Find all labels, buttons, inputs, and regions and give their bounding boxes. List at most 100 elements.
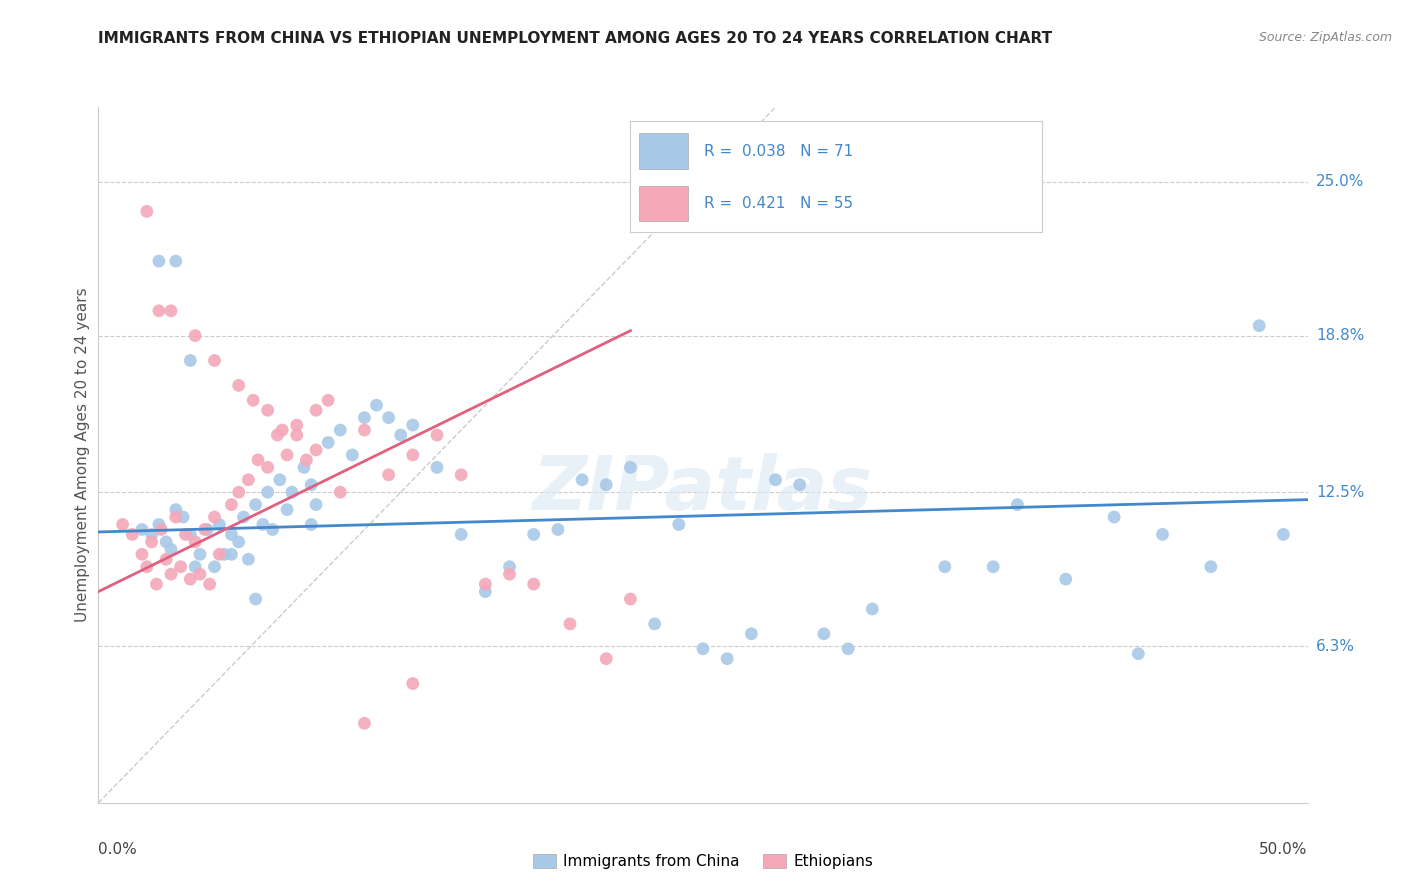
Point [426,428,449,442]
Point [837,641,859,656]
Point [245,592,267,607]
Point [256,460,278,475]
Point [269,473,291,487]
Point [299,517,322,532]
Point [195,523,218,537]
Point [141,535,163,549]
Point [150,523,173,537]
Point [221,547,243,561]
Point [148,303,170,318]
Point [377,410,399,425]
Point [271,423,294,437]
Point [474,577,496,591]
Point [299,477,322,491]
Point [155,552,177,566]
Text: 25.0%: 25.0% [1316,174,1364,189]
Point [131,547,153,561]
Point [523,527,546,541]
Point [1007,498,1029,512]
Point [212,547,235,561]
Point [262,523,284,537]
Y-axis label: Unemployment Among Ages 20 to 24 years: Unemployment Among Ages 20 to 24 years [75,287,90,623]
Point [619,592,641,607]
Point [221,498,243,512]
Point [256,485,278,500]
Point [172,510,194,524]
Point [498,567,520,582]
Point [160,542,183,557]
Point [558,616,581,631]
Point [148,517,170,532]
Point [145,577,167,591]
Point [450,527,472,541]
Point [204,559,226,574]
Point [426,460,449,475]
Point [285,418,308,433]
Point [342,448,364,462]
Point [266,428,288,442]
Point [238,552,260,566]
Point [155,535,177,549]
Point [179,527,201,541]
Point [204,510,226,524]
Point [148,254,170,268]
Point [121,527,143,541]
Point [389,428,412,442]
Text: ZIPatlas: ZIPatlas [533,453,873,526]
Point [165,502,187,516]
Point [860,602,883,616]
Point [165,254,187,268]
Point [184,328,207,343]
Point [305,442,328,457]
Point [329,423,352,437]
Point [716,651,738,665]
Text: IMMIGRANTS FROM CHINA VS ETHIOPIAN UNEMPLOYMENT AMONG AGES 20 TO 24 YEARS CORREL: IMMIGRANTS FROM CHINA VS ETHIOPIAN UNEMP… [98,31,1053,46]
Point [1128,647,1150,661]
Point [184,535,207,549]
Point [165,510,187,524]
Point [353,716,375,731]
Point [981,559,1004,574]
Point [276,448,298,462]
Point [184,559,207,574]
Text: 18.8%: 18.8% [1316,328,1364,343]
Point [619,460,641,475]
Point [765,473,787,487]
Point [238,473,260,487]
Point [547,523,569,537]
Legend: Immigrants from China, Ethiopians: Immigrants from China, Ethiopians [527,848,879,875]
Point [295,453,318,467]
Point [228,485,250,500]
Point [523,577,546,591]
Point [450,467,472,482]
Point [208,547,231,561]
Point [141,527,163,541]
Point [402,676,425,690]
Point [305,403,328,417]
Point [595,477,617,491]
Point [934,559,956,574]
Point [789,477,811,491]
Point [377,467,399,482]
Point [1199,559,1222,574]
Point [668,517,690,532]
Point [245,498,267,512]
Point [179,572,201,586]
Point [1249,318,1271,333]
Point [316,435,339,450]
Point [276,502,298,516]
Point [353,423,375,437]
Point [1152,527,1174,541]
Point [188,547,211,561]
Point [174,527,197,541]
Point [188,567,211,582]
Text: Source: ZipAtlas.com: Source: ZipAtlas.com [1258,31,1392,45]
Point [402,418,425,433]
Text: 12.5%: 12.5% [1316,484,1364,500]
Point [813,627,835,641]
Point [474,584,496,599]
Point [498,559,520,574]
Point [160,567,183,582]
Point [740,627,762,641]
Point [571,473,593,487]
